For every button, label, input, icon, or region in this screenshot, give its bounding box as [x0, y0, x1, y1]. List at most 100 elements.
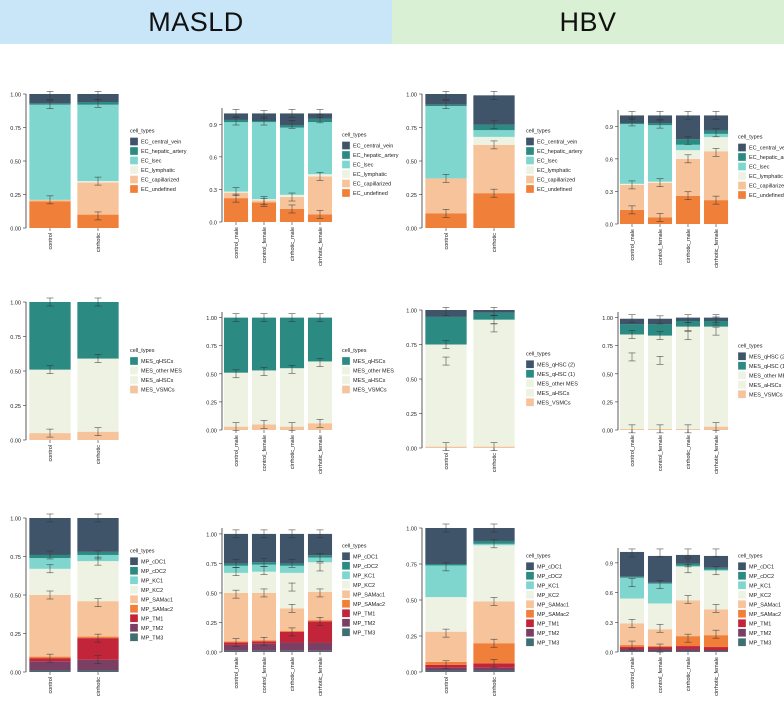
- legend-label: EC_central_vein: [141, 140, 181, 146]
- legend-label: MES_other MES: [141, 369, 182, 375]
- bar-segment-mp-tm1: [307, 621, 333, 643]
- y-tick-label: 1.00: [406, 309, 417, 315]
- bar-segment-mp-samac1: [29, 595, 71, 657]
- x-tick-label: cirrhotic_female: [714, 435, 720, 474]
- bar-segment-ec-lsec: [307, 122, 333, 175]
- chart-hbv-mp-4: 0.0 0.3 0.6 0.9 control_male control_female ci…: [605, 548, 781, 696]
- x-tick-label: control_female: [658, 657, 664, 693]
- legend-title: cell_types: [738, 553, 763, 559]
- y-tick-label: 0.25: [602, 400, 613, 406]
- chart-hbv-ec-2: 0.00 0.25 0.50 0.75 1.00 control cirrhotic cell…: [406, 91, 583, 252]
- x-tick-label: control_male: [630, 435, 636, 467]
- bar-segment-ec-lsec: [473, 130, 515, 137]
- bar-segment-mp-kc2: [251, 571, 277, 593]
- legend-label: EC_hepatic_artery: [141, 149, 187, 155]
- chart-masld-mp-4: 0.00 0.25 0.50 0.75 1.00 control_male control_…: [206, 528, 385, 696]
- legend-label: MP_cDC1: [537, 564, 562, 570]
- legend-swatch: [525, 600, 535, 609]
- y-tick-label: 0.3: [209, 188, 217, 194]
- bar-segment-mp-kc1: [619, 577, 645, 599]
- x-tick-label: control_male: [630, 229, 636, 261]
- y-tick-label: 0.75: [206, 562, 217, 568]
- bar-segment-ec-lsec: [647, 125, 673, 182]
- y-tick-label: 0.00: [406, 227, 417, 233]
- legend-label: MP_cDC2: [141, 569, 166, 575]
- bar-segment-ec-undefined: [279, 208, 305, 222]
- bar-segment-mes-other-mes: [425, 344, 467, 362]
- bar-segment-ec-capillarized: [77, 182, 119, 215]
- bar-segment-mp-samac1: [223, 592, 249, 642]
- legend-label: EC_undefined: [141, 187, 176, 193]
- legend-swatch: [129, 184, 139, 194]
- legend-label: MP_TM2: [353, 621, 375, 627]
- bar-segment-ec-undefined: [223, 198, 249, 222]
- x-tick-label: cirrhotic: [96, 677, 102, 697]
- y-tick-label: 0.00: [406, 447, 417, 453]
- legend-swatch: [341, 385, 351, 394]
- bar-segment-mp-cdc1: [307, 533, 333, 556]
- legend-label: EC_lsec: [749, 165, 770, 171]
- bar-segment-ec-undefined: [425, 213, 467, 228]
- bar-segment-mp-cdc1: [251, 533, 277, 563]
- bar-segment-ec-central-vein: [675, 115, 701, 140]
- x-tick-label: control: [444, 677, 450, 694]
- legend-label: MP_SAMac1: [749, 602, 781, 608]
- bar-segment-mp-tm3: [703, 651, 729, 652]
- legend-label: EC_lymphatic: [353, 172, 387, 178]
- bar-segment-mp-tm1: [675, 646, 701, 650]
- bar-segment-mes-ahscs: [77, 359, 119, 432]
- bar-segment-mes-qhsc1: [647, 324, 673, 336]
- legend-title: cell_types: [342, 133, 367, 139]
- y-tick-label: 0.25: [206, 400, 217, 406]
- bar-segment-mp-tm1: [77, 638, 119, 660]
- bar-segment-ec-undefined: [675, 195, 701, 224]
- bar-segment-mes-ahscs: [29, 371, 71, 434]
- legend-label: EC_undefined: [353, 191, 388, 197]
- x-tick-label: cirrhotic_female: [714, 229, 720, 268]
- legend-swatch: [525, 388, 535, 397]
- legend-swatch: [341, 141, 351, 150]
- legend-swatch: [737, 190, 747, 200]
- legend-swatch: [525, 590, 535, 599]
- legend-label: MP_TM1: [749, 621, 771, 627]
- legend-label: MES_qHSC (1): [537, 372, 575, 378]
- y-tick-label: 0.50: [10, 160, 21, 166]
- legend-swatch: [341, 375, 351, 385]
- legend-swatch: [129, 604, 139, 613]
- bar-segment-mes-ahscs: [307, 362, 333, 424]
- legend-swatch: [525, 379, 535, 388]
- legend-title: cell_types: [526, 351, 551, 357]
- x-tick-label: cirrhotic_female: [318, 657, 324, 696]
- y-tick-label: 0.0: [209, 221, 217, 227]
- legend-label: MP_TM1: [141, 616, 163, 622]
- bar-segment-mes-qhscs: [279, 317, 305, 369]
- bar-segment-mp-tm2: [703, 650, 729, 652]
- y-tick-label: 0.25: [406, 193, 417, 199]
- bar-segment-mes-ahscs: [675, 335, 701, 429]
- bar-segment-mes-ahscs: [279, 369, 305, 427]
- legend-title: cell_types: [738, 135, 763, 141]
- bar-segment-mes-qhsc1: [619, 324, 645, 335]
- legend-label: EC_capillarized: [537, 178, 575, 184]
- y-tick-label: 0.75: [10, 126, 21, 132]
- legend-swatch: [737, 143, 747, 152]
- bar-segment-ec-capillarized: [425, 178, 467, 214]
- x-tick-label: control_male: [234, 435, 240, 467]
- legend-swatch: [129, 557, 139, 566]
- x-tick-label: control: [48, 233, 54, 250]
- bar-segment-mp-tm2: [251, 643, 277, 651]
- legend-swatch: [737, 590, 747, 599]
- legend-title: cell_types: [130, 548, 155, 554]
- bar-segment-ec-lsec: [675, 144, 701, 151]
- legend-swatch: [737, 600, 747, 609]
- bar-segment-mes-other-mes: [619, 334, 645, 357]
- bar-segment-ec-capillarized: [279, 197, 305, 209]
- chart-hbv-ec-4: 0.0 0.3 0.6 0.9 control_male control_female ci…: [605, 110, 784, 268]
- bar-segment-mp-tm3: [307, 650, 333, 652]
- bar-segment-ec-undefined: [29, 201, 71, 228]
- legend-label: MP_SAMac1: [141, 597, 173, 603]
- legend-label: EC_hepatic_artery: [353, 153, 399, 159]
- y-tick-label: 0.75: [602, 344, 613, 350]
- y-tick-label: 0.00: [406, 671, 417, 677]
- legend-label: EC_central_vein: [353, 144, 393, 150]
